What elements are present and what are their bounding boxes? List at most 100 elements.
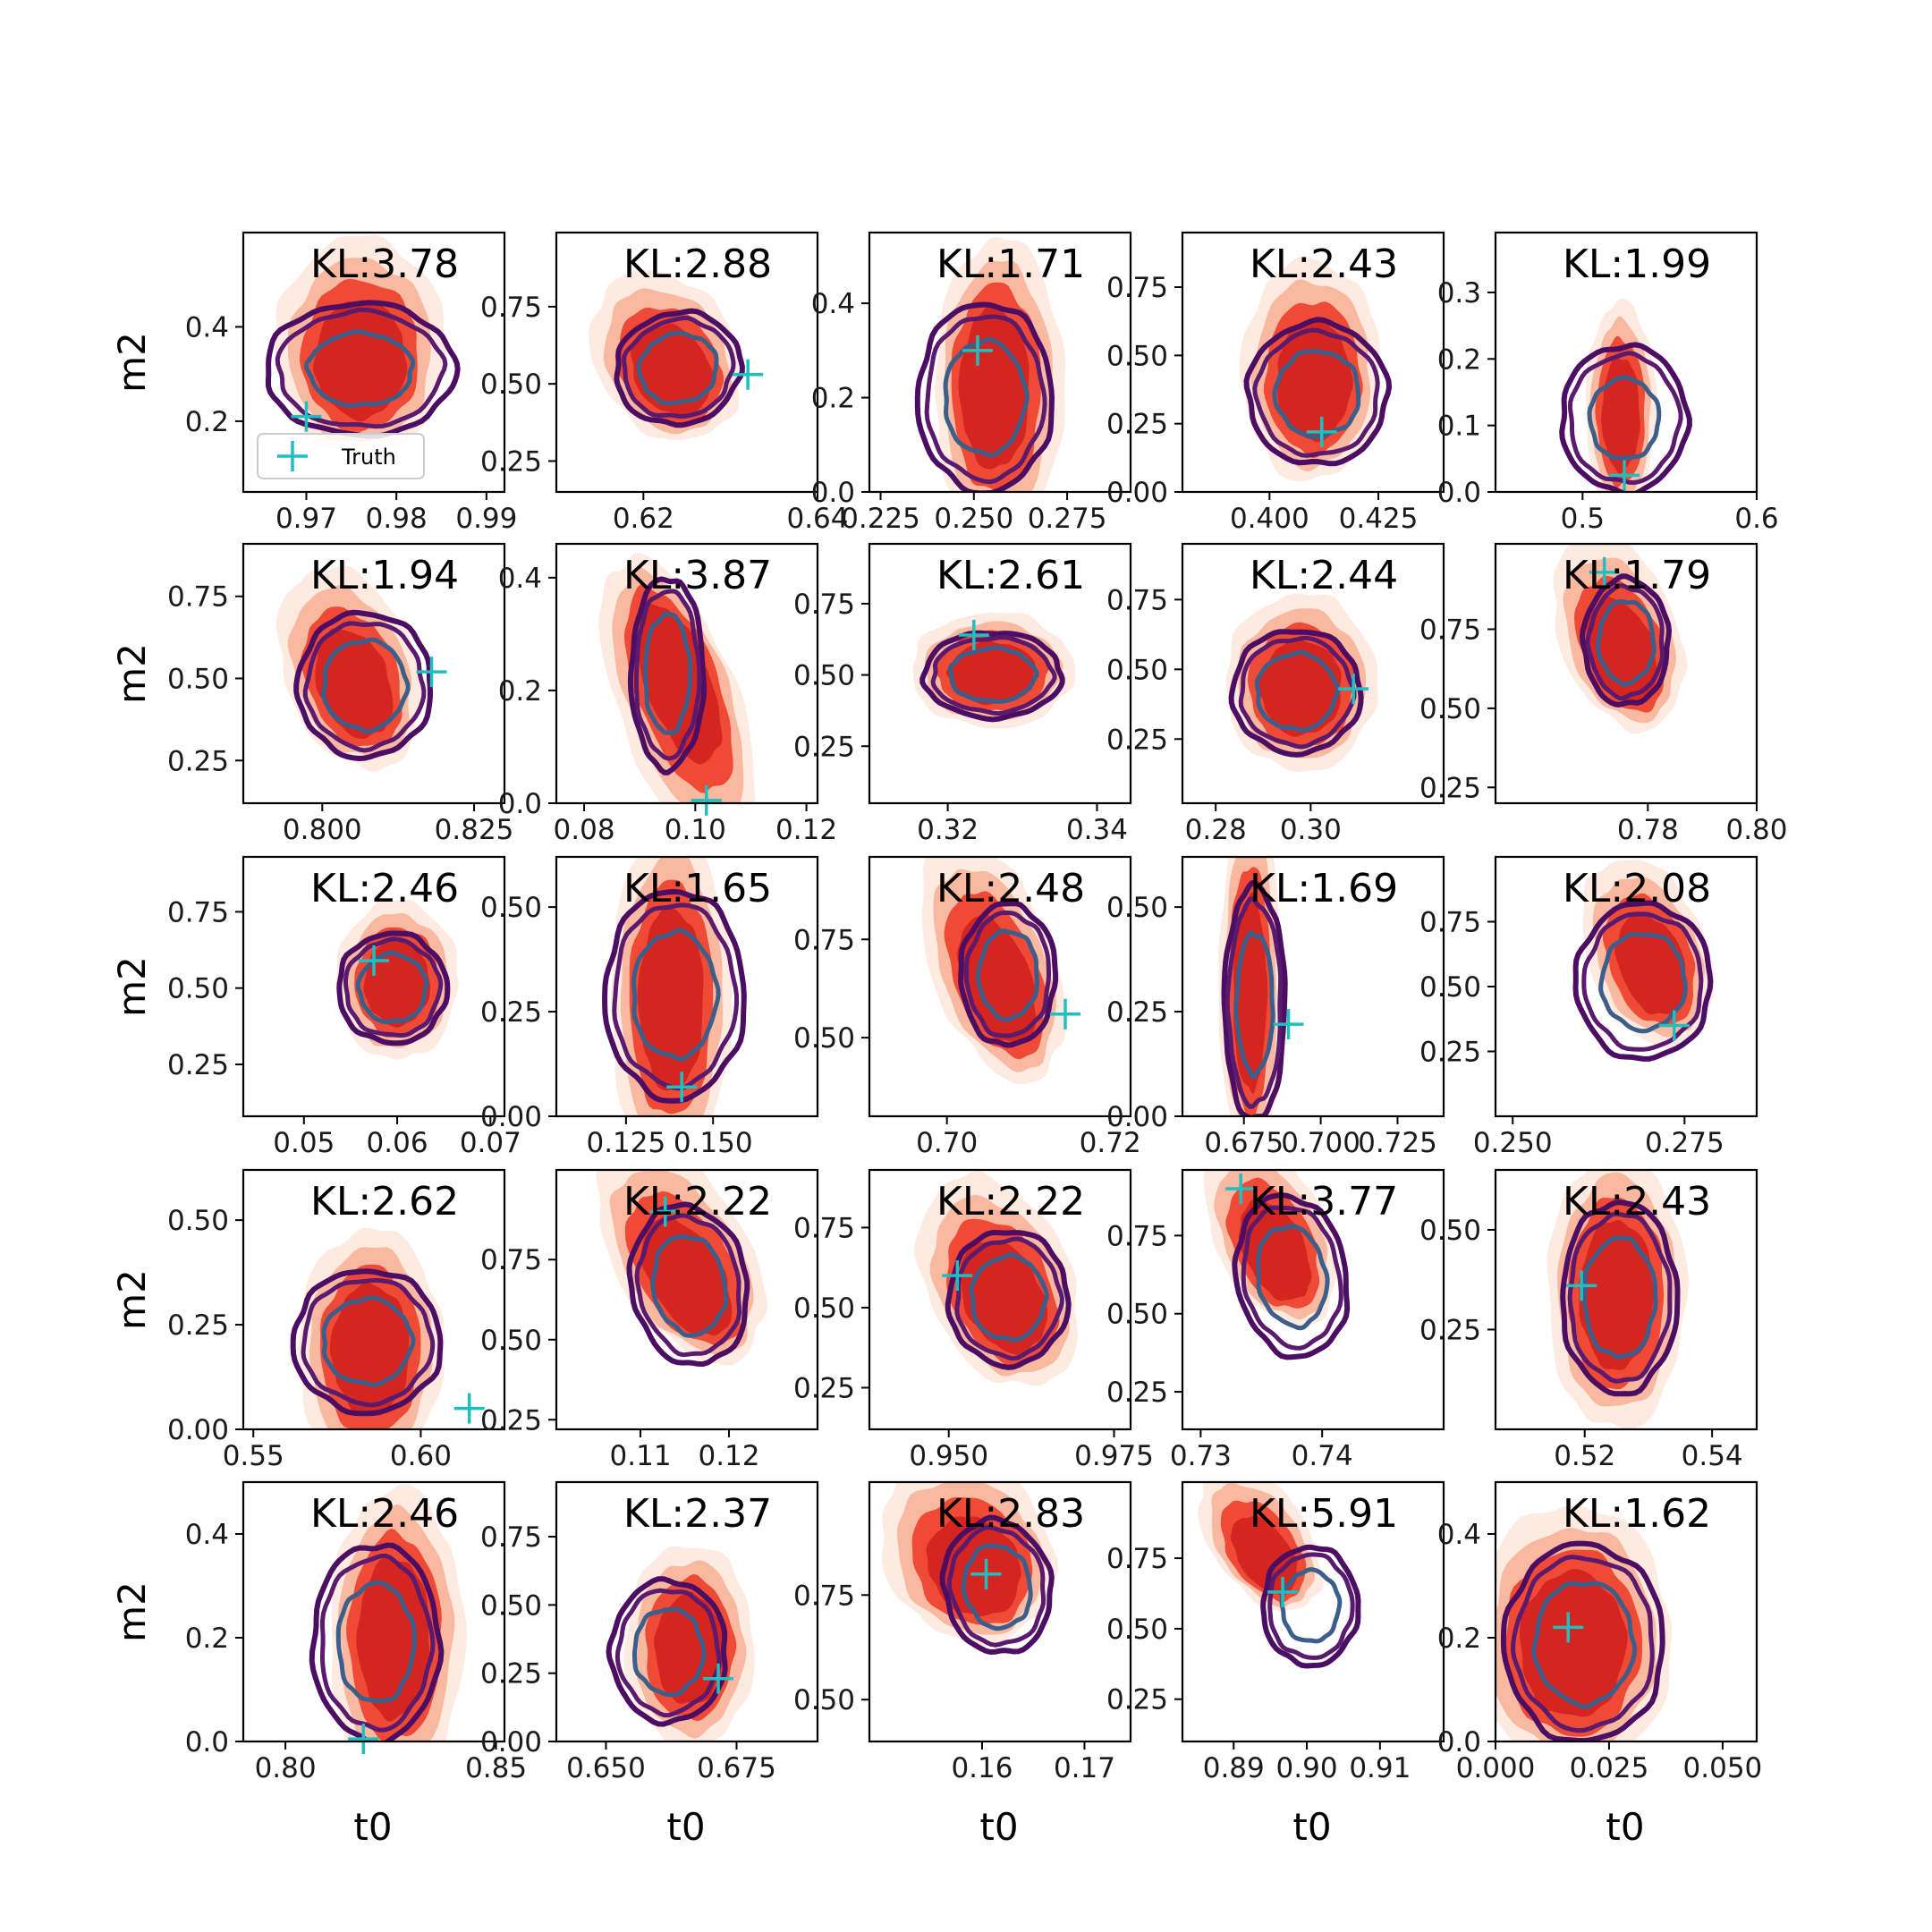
y-tick-label: 0.75 bbox=[793, 589, 855, 621]
x-tick-label: 0.16 bbox=[951, 1752, 1013, 1784]
x-tick-label: 0.54 bbox=[1682, 1440, 1743, 1472]
x-tick-label: 0.30 bbox=[1280, 814, 1342, 846]
panel-19: 0.73 0.74 0.25 0.50 0.75 KL:3.77 bbox=[1106, 1168, 1445, 1472]
panel-4: 0.400 0.425 0.00 0.25 0.50 0.75 KL:2.43 bbox=[1106, 231, 1445, 535]
kl-annotation: KL:2.62 bbox=[310, 1179, 459, 1224]
contour-mid bbox=[612, 902, 740, 1091]
plot-area bbox=[1496, 1504, 1673, 1741]
y-tick-label: 0.50 bbox=[1106, 340, 1168, 372]
contour-outer bbox=[1260, 1544, 1361, 1669]
contour-outer bbox=[290, 1268, 444, 1417]
y-tick-label: 0.50 bbox=[480, 1589, 542, 1622]
contour-outer bbox=[265, 300, 461, 439]
axes-frame bbox=[868, 1168, 1132, 1431]
y-tick-label: 0.25 bbox=[167, 1309, 229, 1342]
truth-marker bbox=[1609, 460, 1640, 491]
contour-mid bbox=[1238, 635, 1357, 750]
y-axis-title: m2 bbox=[110, 956, 154, 1017]
x-tick-label: 0.34 bbox=[1066, 814, 1128, 846]
x-tick-label: 0.11 bbox=[610, 1440, 672, 1472]
axes-frame bbox=[555, 1168, 819, 1431]
contour-inner bbox=[1256, 1224, 1330, 1331]
plot-area bbox=[1572, 860, 1714, 1062]
contour-mid bbox=[1581, 911, 1704, 1052]
panel-10: 0.78 0.80 0.25 0.50 0.75 KL:1.79 bbox=[1419, 542, 1788, 846]
y-tick-label: 0.75 bbox=[1106, 584, 1168, 616]
axes-frame bbox=[242, 1480, 506, 1743]
y-tick-label: 0.2 bbox=[185, 406, 229, 438]
y-tick-label: 0.4 bbox=[498, 563, 542, 595]
axes-frame bbox=[555, 1480, 819, 1743]
contour-mid bbox=[1224, 896, 1284, 1109]
density-fill-core bbox=[1601, 357, 1640, 474]
axes-frame bbox=[555, 542, 819, 805]
truth-marker bbox=[1273, 1009, 1304, 1040]
contour-outer bbox=[945, 1229, 1072, 1370]
y-tick-label: 0.4 bbox=[1437, 1519, 1481, 1551]
x-tick-label: 0.050 bbox=[1683, 1752, 1763, 1784]
axes-frame bbox=[868, 231, 1132, 494]
truth-marker bbox=[942, 1260, 973, 1292]
plot-area bbox=[606, 1546, 755, 1741]
x-tick-label: 0.5 bbox=[1561, 503, 1605, 535]
x-tick-label: 0.12 bbox=[699, 1440, 760, 1472]
y-tick-label: 0.25 bbox=[793, 731, 855, 763]
x-tick-label: 0.97 bbox=[275, 503, 337, 535]
y-tick-label: 0.25 bbox=[480, 996, 542, 1029]
truth-marker bbox=[970, 1558, 1002, 1589]
y-tick-label: 0.50 bbox=[480, 892, 542, 924]
x-tick-label: 0.650 bbox=[566, 1752, 646, 1784]
contour-inner bbox=[631, 1606, 707, 1698]
y-tick-label: 0.50 bbox=[1106, 654, 1168, 686]
plot-area bbox=[1546, 1170, 1689, 1429]
kl-annotation: KL:3.78 bbox=[310, 242, 459, 287]
y-tick-label: 0.1 bbox=[1437, 411, 1481, 443]
contour-inner bbox=[321, 637, 411, 734]
y-tick-label: 0.50 bbox=[793, 1684, 855, 1716]
contour-inner bbox=[1581, 1235, 1658, 1360]
contour-inner bbox=[335, 1580, 417, 1704]
density-fill-core bbox=[356, 1555, 430, 1722]
plot-area bbox=[1553, 544, 1688, 734]
y-tick-label: 0.75 bbox=[480, 1244, 542, 1276]
axes-frame bbox=[1181, 542, 1445, 805]
y-tick-label: 0.25 bbox=[1106, 996, 1168, 1029]
x-tick-label: 0.125 bbox=[586, 1127, 665, 1159]
plot-area bbox=[1239, 256, 1393, 482]
plot-area bbox=[1559, 298, 1692, 492]
density-fill-core bbox=[637, 904, 704, 1091]
contour-mid bbox=[633, 589, 702, 761]
y-tick-label: 0.75 bbox=[793, 924, 855, 956]
kl-annotation: KL:2.22 bbox=[936, 1179, 1085, 1224]
contour-mid bbox=[924, 314, 1047, 485]
y-tick-label: 0.50 bbox=[1419, 971, 1481, 1004]
y-tick-label: 0.75 bbox=[1106, 272, 1168, 304]
x-tick-label: 0.73 bbox=[1170, 1440, 1232, 1472]
y-tick-label: 0.50 bbox=[793, 1022, 855, 1055]
truth-marker bbox=[1658, 1010, 1690, 1041]
panel-6: 0.800 0.825 0.25 0.50 0.75 KL:1.94 m2 bbox=[110, 542, 513, 846]
y-tick-label: 0.00 bbox=[167, 1414, 229, 1446]
contour-mid bbox=[275, 307, 448, 429]
contour-outer bbox=[336, 930, 451, 1046]
panel-17: 0.11 0.12 0.25 0.50 0.75 KL:2.22 bbox=[480, 1168, 819, 1472]
x-tick-label: 0.62 bbox=[613, 503, 674, 535]
x-axis-title: t0 bbox=[666, 1805, 705, 1849]
plot-area bbox=[602, 857, 747, 1116]
contour-mid bbox=[1510, 1555, 1655, 1733]
contour-mid bbox=[1241, 1205, 1343, 1351]
y-tick-label: 0.00 bbox=[480, 1726, 542, 1758]
truth-marker bbox=[453, 1393, 485, 1424]
contour-inner bbox=[1233, 930, 1275, 1080]
x-tick-label: 0.64 bbox=[786, 503, 848, 535]
y-tick-label: 0.0 bbox=[498, 788, 542, 820]
axes-frame bbox=[1494, 1480, 1758, 1743]
axes-frame bbox=[242, 231, 506, 494]
x-axis-title: t0 bbox=[353, 1805, 392, 1849]
contour-outer bbox=[1579, 573, 1673, 708]
kl-annotation: KL:2.46 bbox=[310, 1491, 459, 1537]
truth-marker bbox=[1589, 556, 1620, 588]
contour-inner bbox=[969, 1252, 1049, 1343]
truth-marker bbox=[1267, 1576, 1299, 1607]
